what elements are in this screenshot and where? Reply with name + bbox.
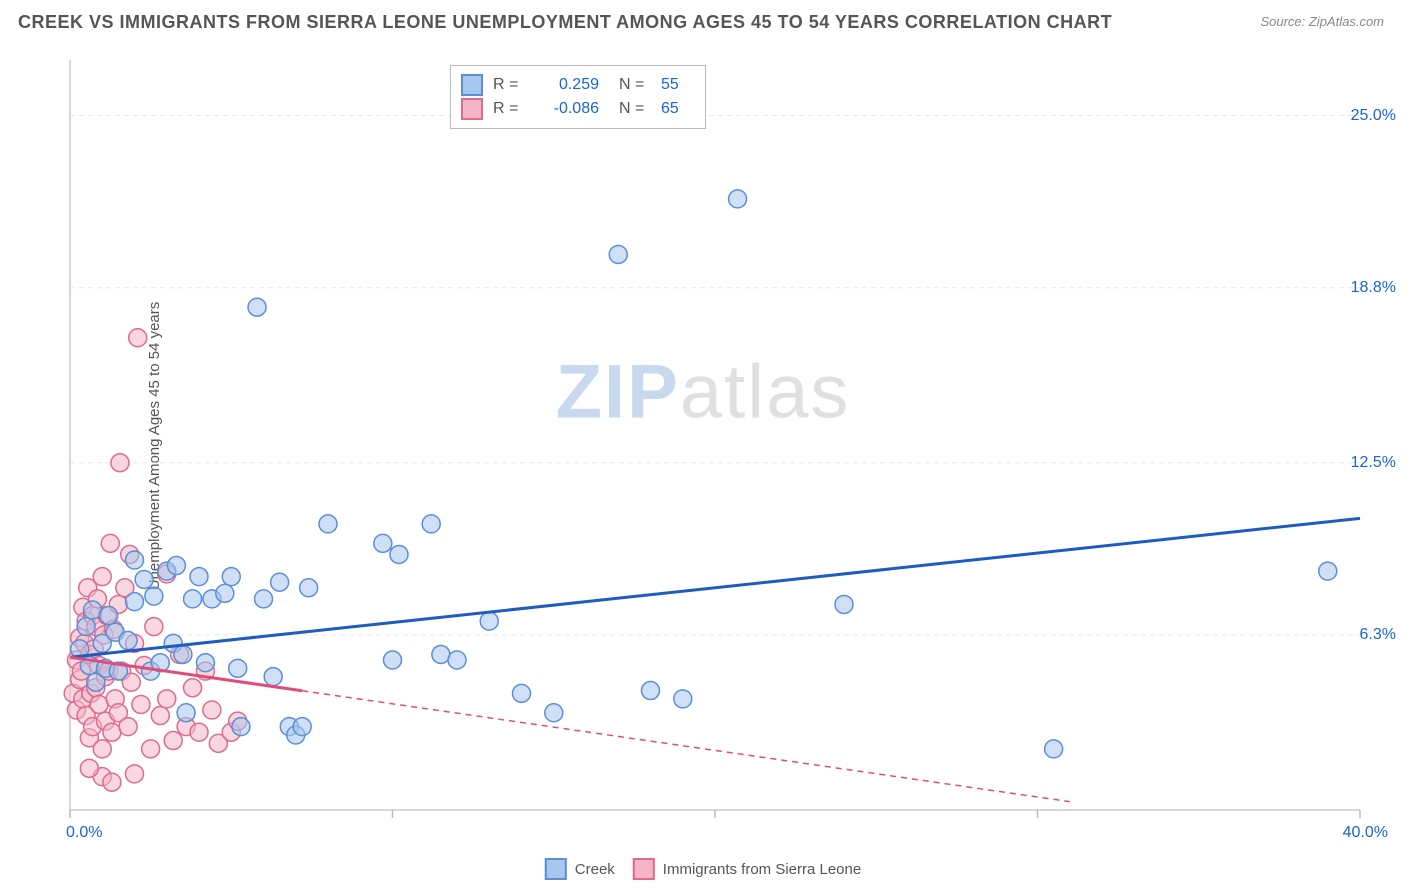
legend-label-creek: Creek [575, 861, 615, 878]
n-value-creek: 55 [661, 76, 691, 94]
r-label: R = [493, 76, 527, 94]
swatch-creek [461, 74, 483, 96]
legend-row-creek: R = 0.259 N = 55 [461, 74, 691, 96]
swatch-sierra [461, 98, 483, 120]
correlation-legend: R = 0.259 N = 55 R = -0.086 N = 65 [450, 65, 706, 129]
source-label: Source: ZipAtlas.com [1260, 14, 1384, 29]
r-value-creek: 0.259 [537, 76, 599, 94]
x-max-label: 40.0% [1343, 824, 1388, 842]
n-label: N = [619, 76, 651, 94]
swatch-sierra-icon [633, 858, 655, 880]
chart-container: CREEK VS IMMIGRANTS FROM SIERRA LEONE UN… [0, 0, 1406, 892]
x-origin-label: 0.0% [66, 824, 102, 842]
n-label: N = [619, 100, 651, 118]
y-tick-label: 25.0% [1351, 107, 1396, 125]
legend-row-sierra: R = -0.086 N = 65 [461, 98, 691, 120]
y-tick-label: 6.3% [1360, 626, 1396, 644]
r-value-sierra: -0.086 [537, 100, 599, 118]
legend-label-sierra: Immigrants from Sierra Leone [663, 861, 861, 878]
n-value-sierra: 65 [661, 100, 691, 118]
legend-item-sierra: Immigrants from Sierra Leone [633, 858, 861, 880]
swatch-creek-icon [545, 858, 567, 880]
r-label: R = [493, 100, 527, 118]
chart-title: CREEK VS IMMIGRANTS FROM SIERRA LEONE UN… [18, 12, 1112, 33]
y-tick-label: 18.8% [1351, 279, 1396, 297]
legend-item-creek: Creek [545, 858, 615, 880]
y-tick-label: 12.5% [1351, 454, 1396, 472]
legend-bottom: Creek Immigrants from Sierra Leone [545, 858, 861, 880]
plot-svg [50, 60, 1380, 830]
plot-area [50, 60, 1380, 830]
